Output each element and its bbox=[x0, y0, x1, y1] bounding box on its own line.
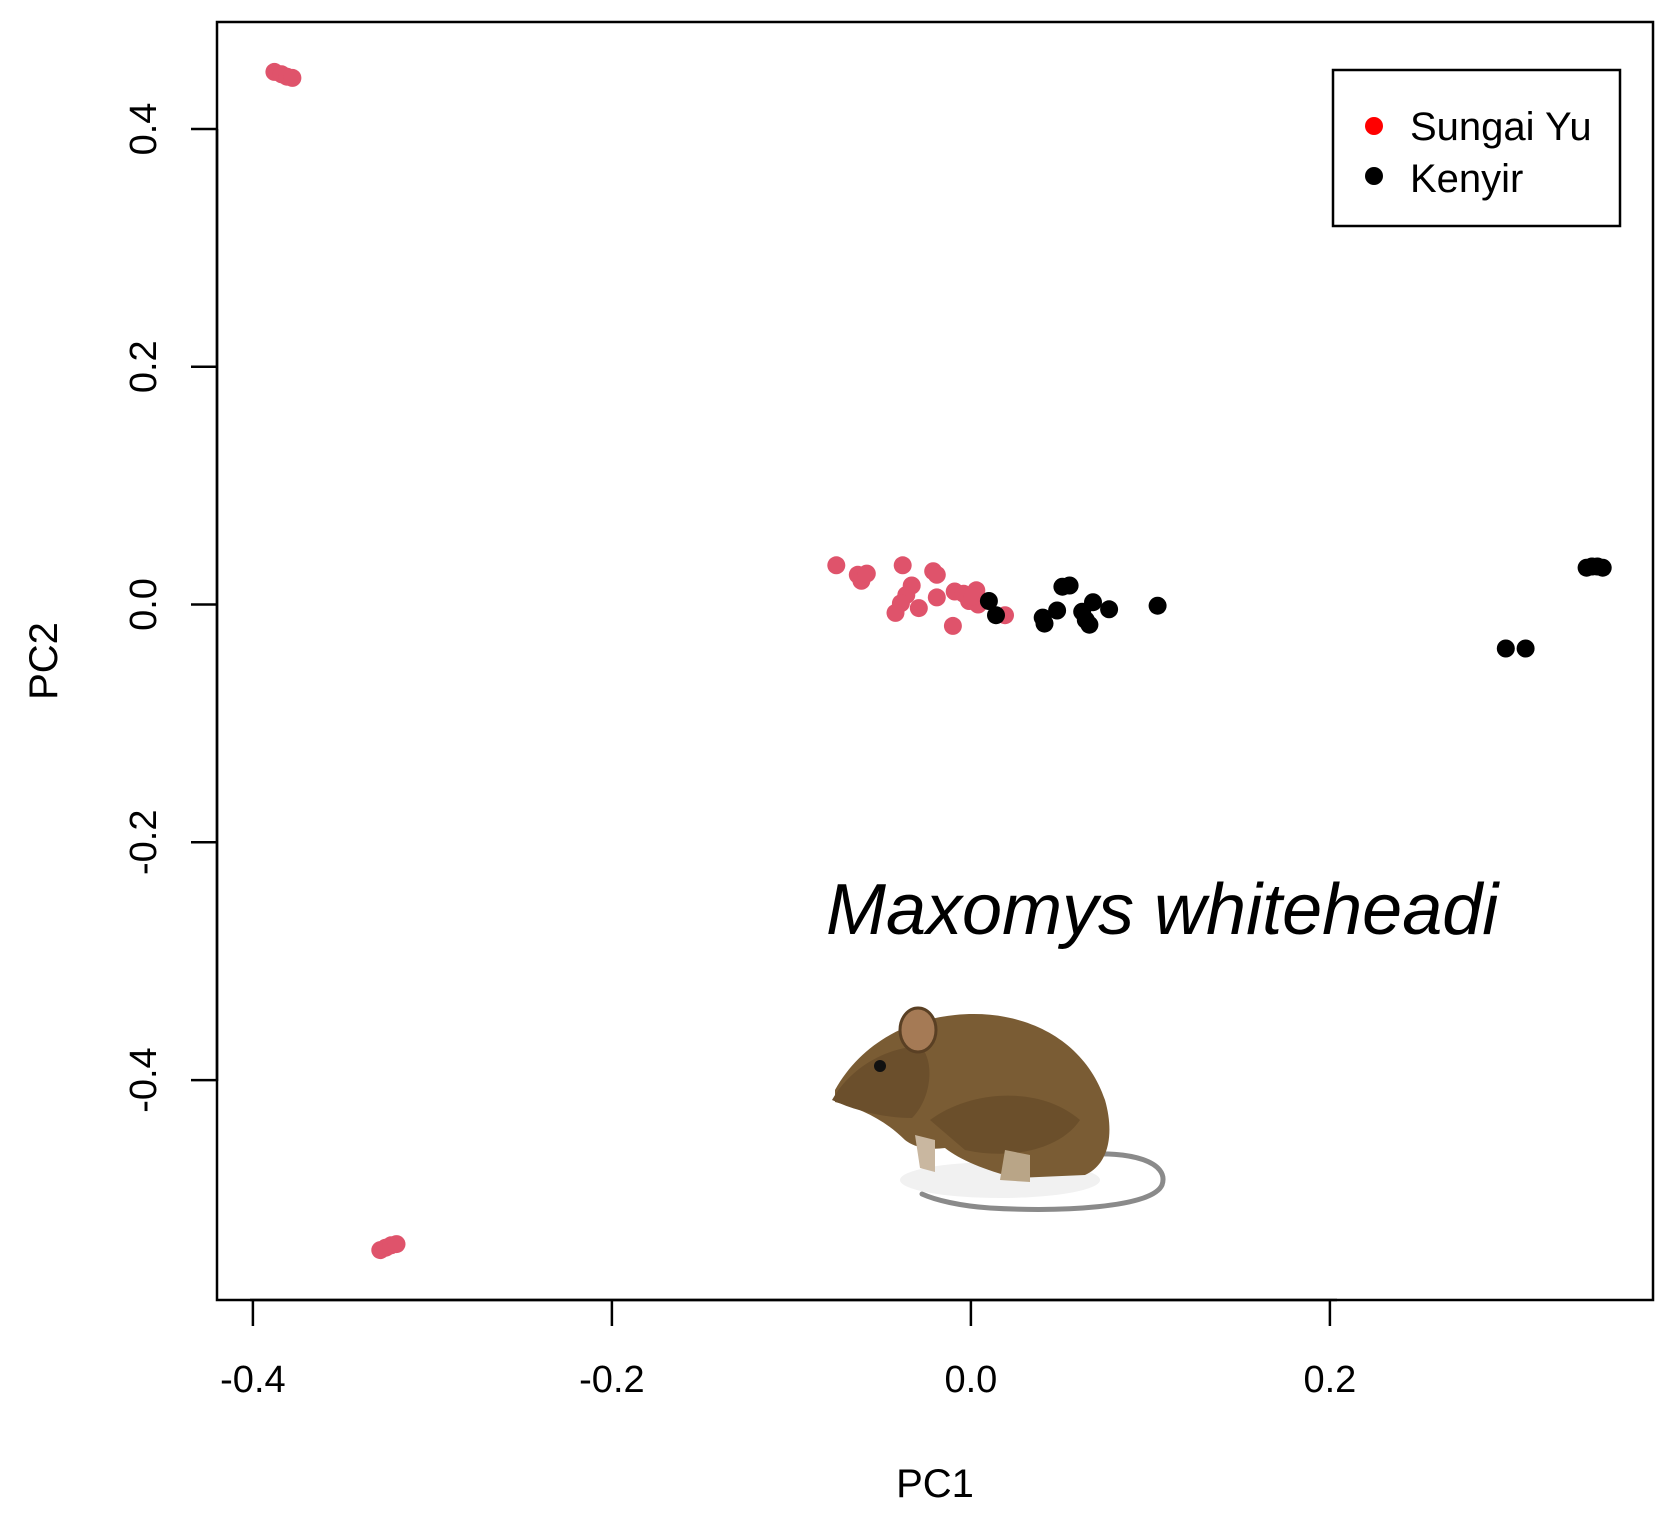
y-tick-label-0: 0.4 bbox=[123, 103, 165, 156]
point-kenyir-18 bbox=[1593, 558, 1612, 577]
rat-illustration bbox=[832, 1006, 1166, 1212]
point-kenyir-0 bbox=[979, 592, 998, 610]
legend: Sungai Yu Kenyir bbox=[1331, 68, 1622, 228]
legend-box bbox=[1331, 68, 1622, 228]
rat-head bbox=[832, 1046, 930, 1118]
point-kenyir-9 bbox=[1080, 615, 1099, 634]
rat-eye bbox=[874, 1060, 886, 1072]
legend-label-kenyir: Kenyir bbox=[1410, 157, 1523, 201]
point-kenyir-10 bbox=[1084, 593, 1102, 612]
y-tick-label-1: 0.2 bbox=[123, 340, 165, 393]
point-kenyir-11 bbox=[1100, 600, 1119, 619]
point-kenyir-12 bbox=[1148, 596, 1167, 615]
point-kenyir-14 bbox=[1516, 639, 1535, 658]
y-tick-label-2: 0.0 bbox=[123, 578, 165, 631]
point-sungai-yu-8 bbox=[827, 556, 846, 575]
rat-tail bbox=[919, 1151, 1166, 1212]
point-sungai-yu-19 bbox=[909, 599, 928, 618]
x-tick-label-1: -0.2 bbox=[579, 1359, 644, 1401]
x-tick-label-3: 0.2 bbox=[1303, 1359, 1356, 1401]
point-sungai-yu-27 bbox=[943, 616, 962, 635]
x-axis: -0.4 -0.2 0.0 0.2 bbox=[220, 1298, 1356, 1401]
y-tick-label-3: -0.2 bbox=[123, 810, 165, 875]
species-annotation: Maxomys whiteheadi bbox=[826, 870, 1500, 950]
point-kenyir-13 bbox=[1496, 639, 1515, 658]
point-sungai-yu-18 bbox=[886, 603, 905, 622]
rat-front-leg bbox=[915, 1135, 935, 1172]
y-axis: 0.4 0.2 0.0 -0.2 -0.4 bbox=[123, 103, 219, 1113]
rat-belly-shade bbox=[930, 1095, 1080, 1154]
rat-hind-leg bbox=[1000, 1150, 1030, 1182]
point-sungai-yu-26 bbox=[963, 587, 982, 606]
point-kenyir-1 bbox=[987, 606, 1005, 625]
point-kenyir-6 bbox=[1060, 576, 1079, 595]
point-sungai-yu-14 bbox=[927, 565, 946, 584]
point-sungai-yu-3 bbox=[283, 68, 302, 87]
legend-marker-sungai-yu bbox=[1365, 117, 1383, 135]
point-sungai-yu-20 bbox=[927, 588, 946, 607]
legend-label-sungai-yu: Sungai Yu bbox=[1410, 105, 1592, 149]
x-axis-label: PC1 bbox=[896, 1462, 974, 1506]
legend-marker-kenyir bbox=[1365, 167, 1383, 185]
point-sungai-yu-12 bbox=[893, 556, 912, 575]
y-axis-label: PC2 bbox=[22, 622, 66, 700]
point-sungai-yu-7 bbox=[387, 1235, 406, 1254]
point-sungai-yu-11 bbox=[857, 564, 876, 583]
point-kenyir-4 bbox=[1048, 601, 1067, 620]
rat-ear bbox=[898, 1006, 938, 1054]
x-tick-label-0: -0.4 bbox=[220, 1359, 285, 1401]
y-tick-label-4: -0.4 bbox=[123, 1047, 165, 1112]
point-kenyir-3 bbox=[1035, 614, 1054, 633]
x-tick-label-2: 0.0 bbox=[944, 1359, 997, 1401]
points-layer bbox=[265, 62, 1612, 1260]
